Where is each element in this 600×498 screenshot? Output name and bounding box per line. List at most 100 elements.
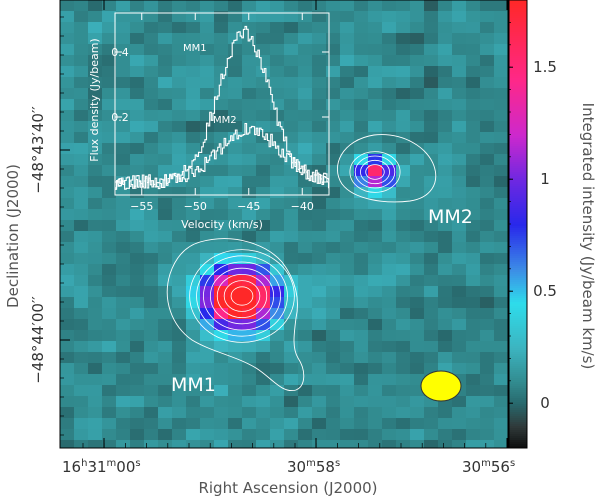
map-cell <box>382 440 397 448</box>
map-cell <box>312 121 327 133</box>
map-cell <box>242 385 257 397</box>
map-cell <box>74 407 89 419</box>
contour-mm1-outer <box>166 238 305 392</box>
map-cell <box>60 99 75 111</box>
colorbar-step <box>509 270 527 273</box>
map-cell <box>340 319 355 331</box>
map-cell <box>228 0 243 12</box>
colorbar-step <box>509 138 527 141</box>
colorbar-step <box>509 86 527 89</box>
map-cell <box>494 231 508 243</box>
colorbar-step <box>509 34 527 37</box>
map-cell <box>74 440 89 448</box>
map-cell <box>326 209 341 221</box>
map-cell <box>256 286 271 298</box>
map-cell <box>452 22 467 34</box>
map-cell <box>480 22 495 34</box>
colorbar-step <box>509 42 527 45</box>
map-cell <box>438 198 453 210</box>
colorbar-step <box>509 276 527 279</box>
colorbar-step <box>509 198 527 201</box>
map-cell <box>256 99 271 111</box>
map-cell <box>312 11 327 23</box>
map-cell <box>242 275 257 287</box>
map-cell <box>326 77 341 89</box>
map-cell <box>60 198 75 210</box>
map-cell <box>354 407 369 419</box>
map-cell <box>298 297 313 309</box>
map-cell <box>228 187 243 199</box>
map-cell <box>438 352 453 364</box>
map-cell <box>340 220 355 232</box>
ra-tick-1-ms: m <box>306 458 316 469</box>
colorbar-step <box>509 432 527 435</box>
map-cell <box>396 297 411 309</box>
map-cell <box>438 231 453 243</box>
map-cell <box>242 198 257 210</box>
map-cell <box>102 374 117 386</box>
colorbar-step <box>509 240 527 243</box>
map-cell <box>368 374 383 386</box>
map-cell <box>88 396 103 408</box>
colorbar-step <box>509 112 527 115</box>
map-cell <box>102 440 117 448</box>
map-cell <box>88 253 103 265</box>
map-cell <box>340 165 355 177</box>
map-cell <box>340 253 355 265</box>
map-cell <box>382 176 397 188</box>
map-cell <box>60 176 75 188</box>
map-cell <box>354 187 369 199</box>
map-cell <box>102 385 117 397</box>
colorbar-step <box>509 236 527 239</box>
colorbar-step <box>509 342 527 345</box>
map-cell <box>466 88 481 100</box>
map-cell <box>200 396 215 408</box>
colorbar-step <box>509 338 527 341</box>
map-cell <box>116 209 131 221</box>
map-cell <box>270 308 285 320</box>
map-cell <box>298 11 313 23</box>
map-cell <box>424 286 439 298</box>
map-cell <box>354 220 369 232</box>
map-cell <box>396 220 411 232</box>
map-cell <box>466 407 481 419</box>
map-cell <box>382 341 397 353</box>
map-cell <box>144 121 159 133</box>
map-cell <box>88 88 103 100</box>
map-cell <box>466 22 481 34</box>
colorbar-step <box>509 186 527 189</box>
map-cell <box>298 22 313 34</box>
colorbar-step <box>509 334 527 337</box>
map-cell <box>186 44 201 56</box>
map-cell <box>200 330 215 342</box>
map-cell <box>340 110 355 122</box>
map-cell <box>144 99 159 111</box>
map-cell <box>256 363 271 375</box>
map-cell <box>480 253 495 265</box>
map-cell <box>368 440 383 448</box>
colorbar-step <box>509 230 527 233</box>
map-cell <box>158 242 173 254</box>
map-cell <box>186 407 201 419</box>
map-cell <box>284 0 299 12</box>
map-cell <box>200 286 215 298</box>
colorbar-step <box>509 118 527 121</box>
map-cell <box>466 11 481 23</box>
map-cell <box>144 176 159 188</box>
map-cell <box>494 33 508 45</box>
map-cell <box>494 0 508 12</box>
map-cell <box>466 231 481 243</box>
colorbar-step <box>509 44 527 47</box>
map-cell <box>214 187 229 199</box>
map-cell <box>410 22 425 34</box>
map-cell <box>438 209 453 221</box>
map-cell <box>410 187 425 199</box>
map-cell <box>228 253 243 265</box>
map-cell <box>284 396 299 408</box>
map-cell <box>452 407 467 419</box>
map-cell <box>326 363 341 375</box>
map-cell <box>130 242 145 254</box>
colorbar-step <box>509 96 527 99</box>
map-cell <box>354 88 369 100</box>
ra-tick-0-h: 16 <box>62 458 81 476</box>
